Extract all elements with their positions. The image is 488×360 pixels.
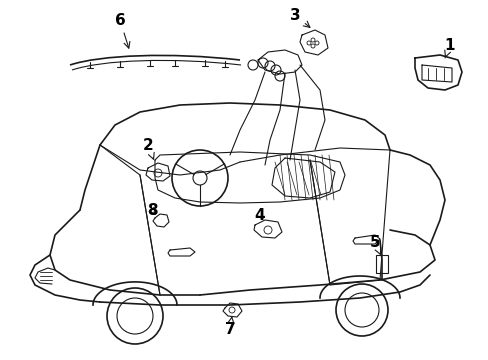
Text: 4: 4 <box>254 207 265 222</box>
Text: 3: 3 <box>289 8 309 27</box>
Text: 2: 2 <box>142 138 154 159</box>
Text: 8: 8 <box>146 202 157 217</box>
Text: 6: 6 <box>114 13 130 48</box>
Text: 7: 7 <box>224 317 235 338</box>
Text: 5: 5 <box>369 234 380 255</box>
Bar <box>375 255 387 273</box>
Text: 1: 1 <box>444 37 454 58</box>
